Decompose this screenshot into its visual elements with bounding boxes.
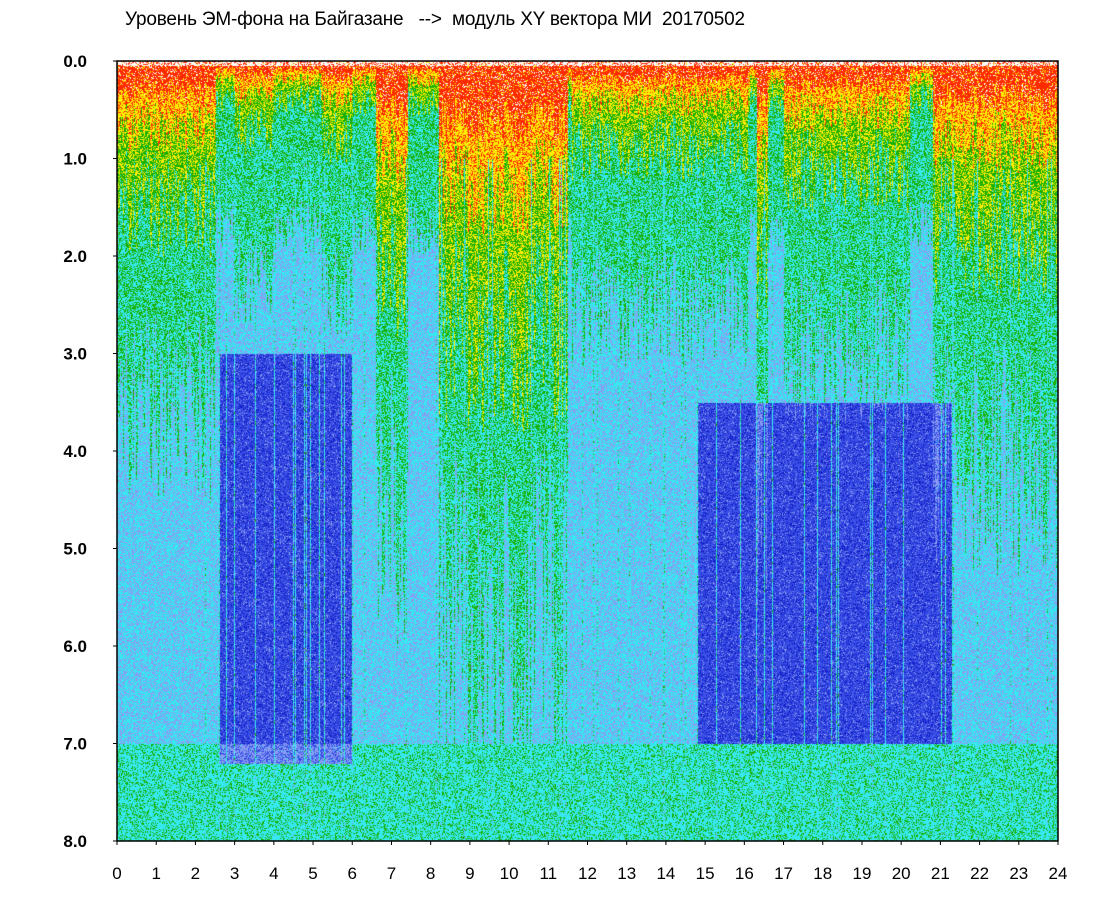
x-tick-label: 1	[151, 864, 160, 883]
x-tick-label: 10	[500, 864, 519, 883]
y-tick-label: 6.0	[63, 637, 87, 656]
x-tick-label: 6	[348, 864, 357, 883]
x-tick-label: 13	[617, 864, 636, 883]
x-tick-label: 11	[539, 864, 557, 883]
y-tick-label: 8.0	[63, 832, 87, 851]
x-tick-label: 20	[892, 864, 911, 883]
x-tick-label: 17	[774, 864, 793, 883]
x-tick-label: 0	[112, 864, 121, 883]
heatmap-field	[117, 61, 1058, 841]
y-tick-label: 5.0	[63, 540, 87, 559]
plot-frame	[116, 60, 1059, 842]
x-tick-label: 2	[191, 864, 200, 883]
x-tick-label: 21	[931, 864, 950, 883]
x-tick-label: 12	[578, 864, 597, 883]
x-tick-label: 24	[1049, 864, 1068, 883]
x-tick-label: 18	[813, 864, 832, 883]
chart-title: Уровень ЭМ-фона на Байгазане --> модуль …	[125, 9, 745, 30]
x-tick-label: 14	[656, 864, 675, 883]
x-tick-label: 3	[230, 864, 239, 883]
y-tick-label: 7.0	[63, 735, 87, 754]
y-tick-label: 3.0	[63, 345, 87, 364]
x-tick-label: 9	[465, 864, 474, 883]
y-tick-label: 1.0	[63, 150, 87, 169]
y-tick-label: 0.0	[63, 52, 87, 71]
x-tick-label: 22	[970, 864, 989, 883]
y-tick-label: 4.0	[63, 442, 87, 461]
x-tick-label: 19	[852, 864, 871, 883]
y-tick-label: 2.0	[63, 247, 87, 266]
x-tick-label: 4	[269, 864, 278, 883]
x-tick-label: 8	[426, 864, 435, 883]
x-tick-label: 7	[387, 864, 396, 883]
x-tick-label: 23	[1009, 864, 1028, 883]
x-tick-label: 16	[735, 864, 754, 883]
x-tick-label: 5	[308, 864, 317, 883]
x-tick-label: 15	[696, 864, 715, 883]
